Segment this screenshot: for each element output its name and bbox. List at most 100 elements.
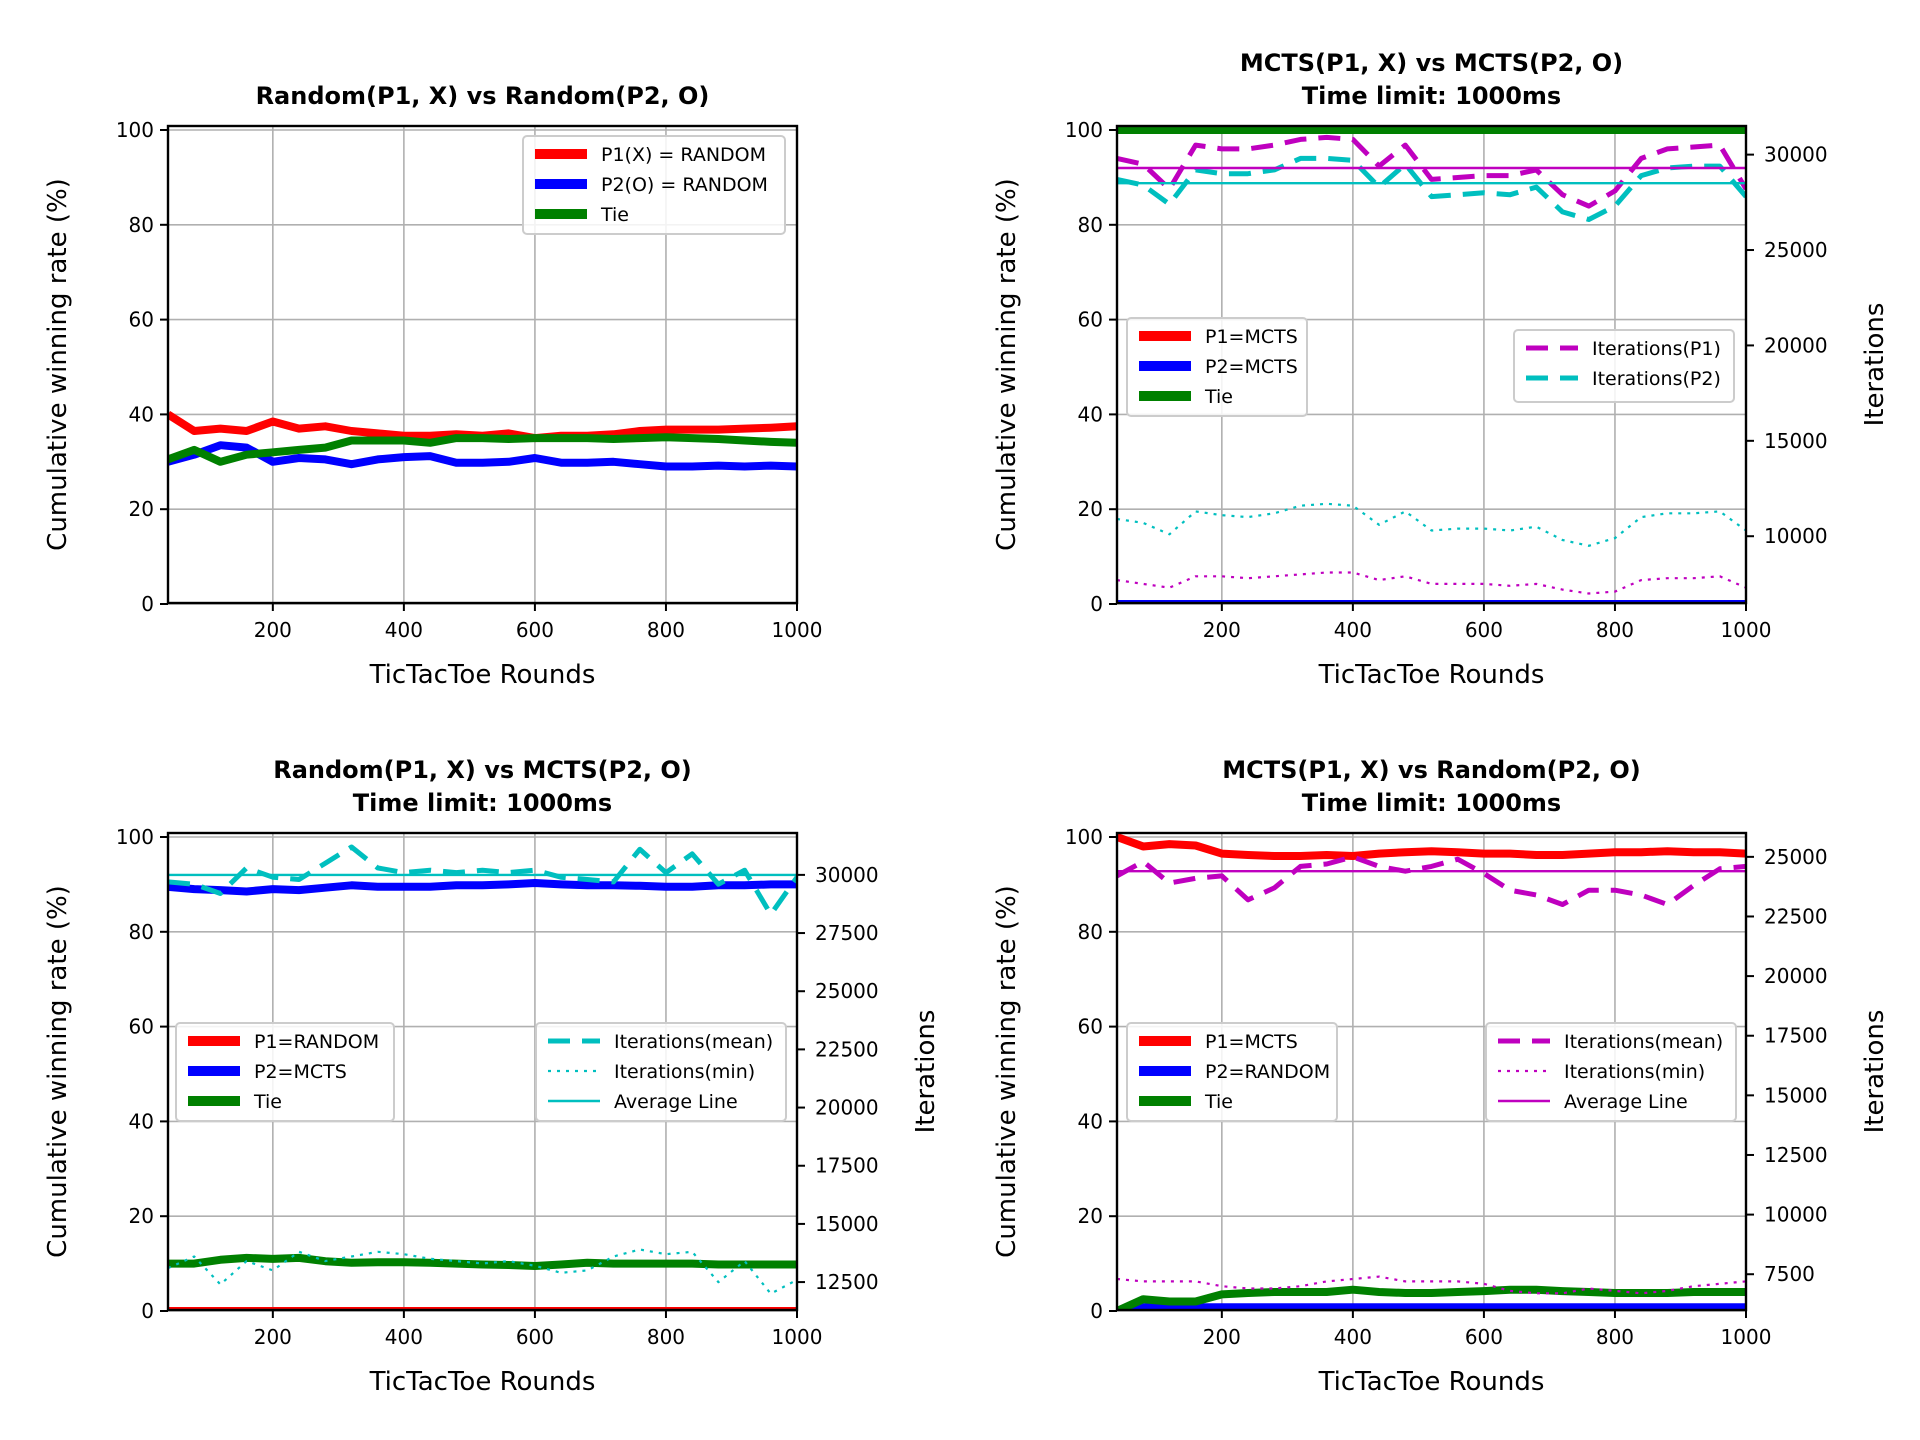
y-tick-label: 40 [129,402,154,426]
chart-panel-3: 200 400 600 800 1000 0 20 40 60 80 100 12500 15000 17… [43,756,941,1397]
y2-tick-label: 10000 [1764,524,1828,548]
legend-label: P1=MCTS [1205,326,1298,348]
iterations-line-iterations-min- [1117,1275,1746,1295]
y-tick-label: 40 [1078,1109,1103,1133]
y2-tick-label: 20000 [1764,333,1828,357]
y2-tick-label: 25000 [1764,238,1828,262]
chart-title: MCTS(P1, X) vs Random(P2, O) [1222,756,1641,784]
x-tick-label: 400 [1334,1325,1372,1349]
plot-frame [1115,831,1748,1312]
iterations-line-iterations-p1-min [1117,571,1746,595]
y-tick-label: 60 [129,1015,154,1039]
y-tick-label: 100 [1065,825,1103,849]
x-tick-label: 200 [1203,618,1241,642]
legend: Iterations(P1) Iterations(P2) [1513,329,1735,403]
y-tick-label: 80 [1078,213,1103,237]
series-line-p1-mcts [1117,833,1746,860]
legend: Iterations(mean) Iterations(min) Average L… [535,1022,787,1122]
y-axis-label: Cumulative winning rate (%) [43,885,73,1258]
y-tick-label: 20 [129,1204,154,1228]
y2-tick-label: 30000 [815,863,879,887]
y2-tick-label: 12500 [815,1270,879,1294]
plot-frame [166,124,799,605]
iterations-line-iterations-p1- [1117,134,1746,209]
chart-title: Time limit: 1000ms [353,789,612,817]
y2-tick-label: 22500 [815,1037,879,1061]
x-tick-label: 600 [1465,618,1503,642]
plot-area [168,411,797,471]
x-tick-label: 200 [254,618,292,642]
chart-title: MCTS(P1, X) vs MCTS(P2, O) [1240,49,1623,77]
y2-tick-label: 20000 [815,1096,879,1120]
iterations-line-iterations-mean- [168,844,797,917]
y2-tick-label: 10000 [1764,1203,1828,1227]
y2-tick-label: 12500 [1764,1143,1828,1167]
series-line-tie [1117,1285,1746,1310]
x-tick-label: 400 [385,1325,423,1349]
y-tick-label: 0 [141,592,154,616]
y-axis-label: Cumulative winning rate (%) [992,885,1022,1258]
y2-tick-label: 15000 [1764,429,1828,453]
x-tick-label: 1000 [772,1325,823,1349]
y-tick-label: 20 [1078,497,1103,521]
y2-tick-label: 22500 [1764,904,1828,928]
y-axis-label: Cumulative winning rate (%) [43,178,73,551]
y2-tick-label: 17500 [815,1154,879,1178]
x-tick-label: 600 [516,618,554,642]
x-tick-label: 800 [647,1325,685,1349]
chart-panel-1: 200 400 600 800 1000 0 20 40 60 80 100 TicTacToe Ro… [43,82,822,690]
legend-label: Average Line [614,1091,738,1113]
y-tick-label: 40 [129,1109,154,1133]
chart-title: Random(P1, X) vs MCTS(P2, O) [273,756,692,784]
chart-panel-2: 200 400 600 800 1000020406080100100001500020… [992,49,1890,690]
x-tick-label: 800 [1596,1325,1634,1349]
legend-label: P2=MCTS [1205,356,1298,378]
chart-title: Random(P1, X) vs Random(P2, O) [256,82,710,110]
legend: P1(X) = RANDOM P2(O) = RANDOM Tie [522,135,786,235]
y-tick-label: 100 [116,118,154,142]
legend-label: Tie [1204,386,1233,408]
y2-tick-label: 7500 [1764,1262,1815,1286]
y-tick-label: 0 [141,1299,154,1323]
y-tick-label: 20 [1078,1204,1103,1228]
y2-axis-label: Iterations [1860,1010,1890,1134]
y2-tick-label: 17500 [1764,1024,1828,1048]
legend-label: Iterations(min) [614,1061,755,1083]
plot-area [168,844,797,1310]
series-line-p2-random [1117,1303,1746,1310]
x-tick-label: 400 [385,618,423,642]
y-tick-label: 0 [1090,592,1103,616]
iterations-line-iterations-mean- [1117,854,1746,907]
x-tick-label: 600 [516,1325,554,1349]
y2-axis-label: Iterations [1860,303,1890,427]
y-tick-label: 20 [129,497,154,521]
x-axis-label: TicTacToe Rounds [369,1367,596,1397]
y2-tick-label: 25000 [815,979,879,1003]
series-line-tie [168,1253,797,1270]
x-tick-label: 1000 [772,618,823,642]
legend-label: Iterations(mean) [1564,1031,1723,1053]
x-axis-label: TicTacToe Rounds [1318,1367,1545,1397]
series-line-tie [168,433,797,466]
y-tick-label: 100 [1065,118,1103,142]
y-tick-label: 80 [129,213,154,237]
x-tick-label: 400 [1334,618,1372,642]
x-tick-label: 1000 [1721,1325,1772,1349]
plot-frame [166,831,799,1312]
x-tick-label: 600 [1465,1325,1503,1349]
chart-title: Time limit: 1000ms [1302,789,1561,817]
legend-label: Iterations(mean) [614,1031,773,1053]
series-line-p2-mcts [168,879,797,896]
y-tick-label: 0 [1090,1299,1103,1323]
legend-label: P1=MCTS [1205,1031,1298,1053]
legend-box [1485,1022,1737,1122]
iterations-line-iterations-p2- [1117,155,1746,222]
legend-label: Tie [253,1091,282,1113]
plot-area [1117,833,1746,1310]
legend-label: P2=RANDOM [1205,1061,1330,1083]
x-tick-label: 1000 [1721,618,1772,642]
x-tick-label: 200 [1203,1325,1241,1349]
y-axis-label: Cumulative winning rate (%) [992,178,1022,551]
y-tick-label: 40 [1078,402,1103,426]
